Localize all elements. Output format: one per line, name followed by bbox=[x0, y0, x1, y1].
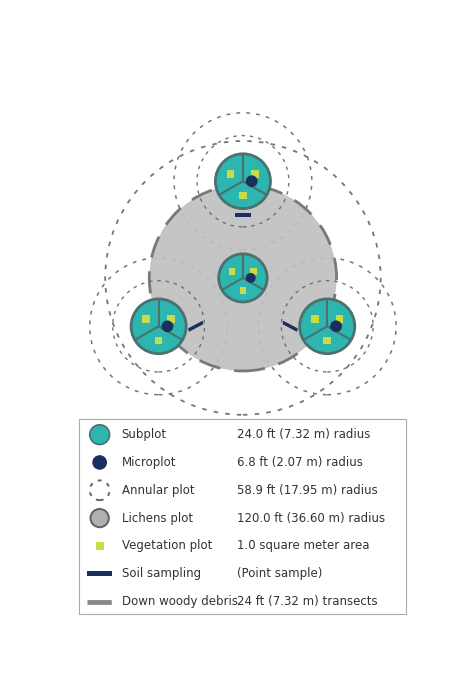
Ellipse shape bbox=[90, 425, 109, 444]
Text: Down woody debris: Down woody debris bbox=[122, 595, 237, 608]
Text: 24.0 ft (7.32 m) radius: 24.0 ft (7.32 m) radius bbox=[237, 428, 371, 441]
Ellipse shape bbox=[131, 299, 186, 353]
Text: 58.9 ft (17.95 m) radius: 58.9 ft (17.95 m) radius bbox=[237, 484, 378, 497]
Ellipse shape bbox=[246, 273, 255, 283]
Bar bbox=[323, 337, 331, 344]
Bar bbox=[250, 268, 257, 275]
FancyBboxPatch shape bbox=[80, 419, 406, 614]
Bar bbox=[311, 315, 319, 323]
Text: Annular plot: Annular plot bbox=[122, 484, 194, 497]
Ellipse shape bbox=[246, 175, 258, 187]
Bar bbox=[235, 213, 251, 216]
Ellipse shape bbox=[91, 509, 109, 527]
Text: Vegetation plot: Vegetation plot bbox=[122, 539, 212, 552]
Text: 120.0 ft (36.60 m) radius: 120.0 ft (36.60 m) radius bbox=[237, 511, 385, 525]
Bar bbox=[96, 542, 104, 550]
Text: Subplot: Subplot bbox=[122, 428, 167, 441]
Bar bbox=[239, 287, 246, 294]
Ellipse shape bbox=[300, 299, 355, 353]
Bar bbox=[336, 315, 344, 323]
Text: 6.8 ft (2.07 m) radius: 6.8 ft (2.07 m) radius bbox=[237, 456, 363, 469]
Text: Lichens plot: Lichens plot bbox=[122, 511, 193, 525]
Ellipse shape bbox=[162, 320, 173, 332]
Ellipse shape bbox=[92, 455, 107, 470]
Text: 24 ft (7.32 m) transects: 24 ft (7.32 m) transects bbox=[237, 595, 378, 608]
Bar bbox=[283, 321, 298, 332]
Bar bbox=[87, 572, 112, 576]
Bar bbox=[252, 170, 259, 178]
Bar bbox=[167, 315, 175, 323]
Text: (Point sample): (Point sample) bbox=[237, 568, 323, 580]
Bar bbox=[227, 170, 234, 178]
Ellipse shape bbox=[330, 320, 342, 332]
Ellipse shape bbox=[149, 185, 337, 371]
Ellipse shape bbox=[219, 254, 267, 302]
Text: 1.0 square meter area: 1.0 square meter area bbox=[237, 539, 370, 552]
Text: Soil sampling: Soil sampling bbox=[122, 568, 201, 580]
Bar bbox=[142, 315, 150, 323]
Bar bbox=[188, 321, 203, 332]
Bar bbox=[155, 337, 163, 344]
Bar bbox=[239, 191, 247, 200]
Text: Microplot: Microplot bbox=[122, 456, 176, 469]
Bar bbox=[228, 268, 236, 275]
Ellipse shape bbox=[215, 154, 271, 209]
